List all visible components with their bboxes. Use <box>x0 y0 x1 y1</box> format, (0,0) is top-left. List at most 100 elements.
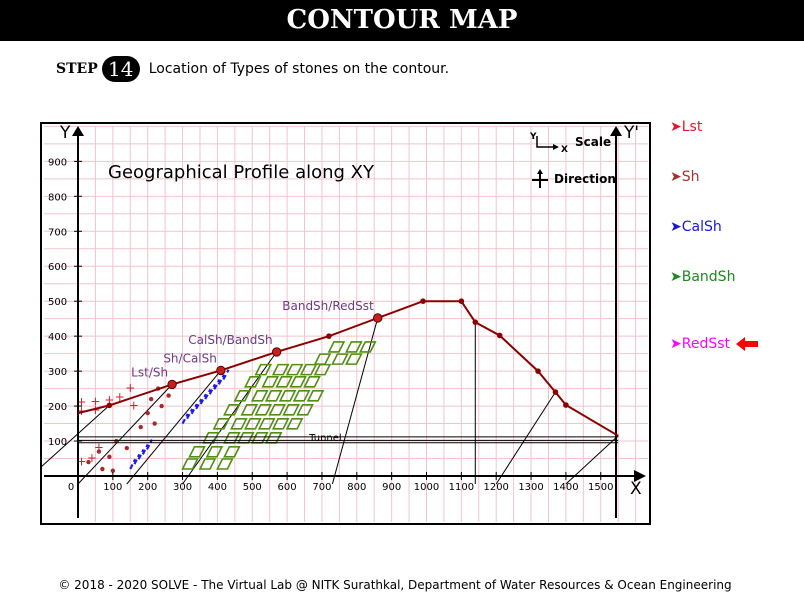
y-axis-label: Y <box>59 123 71 143</box>
legend-label: Lst <box>681 119 703 135</box>
diagram-title: Geographical Profile along XY <box>108 162 375 183</box>
calcareous-shale-symbol <box>222 369 230 381</box>
profile-point <box>563 402 569 408</box>
x-tick-label: 100 <box>103 482 122 493</box>
x-tick-label: 1300 <box>518 482 543 493</box>
profile-point <box>472 319 479 325</box>
banded-shale-symbol <box>289 376 307 388</box>
legend-item-calsh[interactable]: ➤CalSh <box>670 218 722 236</box>
contact-label: BandSh/RedSst <box>282 299 374 313</box>
calcareous-shale-symbol <box>137 448 145 460</box>
legend-item-lst[interactable]: ➤Lst <box>670 118 702 136</box>
limestone-symbol: + <box>76 455 86 469</box>
calcareous-shale-symbol <box>208 383 216 395</box>
contact-point <box>216 365 226 376</box>
profile-point <box>420 298 426 304</box>
banded-shale-symbol <box>243 376 262 388</box>
shale-symbol <box>138 424 143 430</box>
step-label: STEP <box>56 61 98 77</box>
calcareous-shale-symbol <box>213 378 221 390</box>
banded-shale-symbol <box>271 418 290 430</box>
x-tick-label: 800 <box>347 482 366 493</box>
banded-shale-symbol <box>345 353 363 365</box>
calcareous-shale-symbol <box>129 458 137 470</box>
banded-shale-symbol <box>327 341 346 353</box>
banded-shale-symbol <box>296 404 314 416</box>
bedding-line <box>77 384 173 485</box>
footer-copyright: © 2018 - 2020 SOLVE - The Virtual Lab @ … <box>58 578 732 592</box>
banded-shale-symbol <box>205 445 224 458</box>
limestone-symbol: + <box>76 404 86 418</box>
legend-arrow-icon: ➤ <box>670 219 682 235</box>
direction-icon-arrow <box>537 169 543 174</box>
banded-shale-symbol <box>216 458 234 470</box>
banded-shale-symbol <box>257 418 276 430</box>
x-tick-label: 400 <box>208 482 227 493</box>
x-tick-label: 300 <box>173 482 192 493</box>
legend-item-sh[interactable]: ➤Sh <box>670 168 700 186</box>
calcareous-shale-symbol <box>217 374 225 385</box>
calcareous-shale-symbol <box>181 413 189 425</box>
banded-shale-symbol <box>188 445 206 458</box>
x-tick-label: 1200 <box>483 482 508 493</box>
shale-symbol <box>145 410 150 416</box>
banded-shale-symbol <box>345 341 363 353</box>
bedding-line <box>126 370 222 485</box>
banded-shale-symbol <box>282 404 300 416</box>
contact-label: CalSh/BandSh <box>188 333 272 347</box>
x-tick-label: 200 <box>138 482 157 493</box>
scale-glyph-y: Y <box>529 132 537 142</box>
calcareous-shale-symbol <box>133 453 141 465</box>
scale-glyph-x: X <box>561 145 568 155</box>
banded-shale-symbol <box>223 445 241 458</box>
profile-point <box>458 298 465 304</box>
banded-shale-symbol <box>306 390 325 402</box>
banded-shale-symbol <box>331 353 349 365</box>
legend-item-redsst[interactable]: ➤RedSst <box>670 335 759 353</box>
banded-shale-symbol <box>243 418 262 430</box>
bedding-line <box>40 405 110 469</box>
calcareous-shale-symbol <box>186 408 194 420</box>
banded-shale-symbol <box>254 404 273 416</box>
step-number-badge: 14 <box>101 56 140 82</box>
banded-shale-symbol <box>285 363 304 376</box>
banded-shale-symbol <box>303 376 321 388</box>
bedding-line <box>495 391 556 485</box>
legend-arrow-icon: ➤ <box>670 169 682 185</box>
profile-layer <box>77 298 619 437</box>
shale-symbol <box>166 393 171 398</box>
y-tick-label: 400 <box>48 332 67 343</box>
profile-point <box>496 332 503 339</box>
x-tick-label: 1500 <box>588 482 613 493</box>
limestone-symbol: + <box>129 399 139 413</box>
x-tick-label: 700 <box>312 482 331 493</box>
banded-shale-symbol <box>268 404 286 416</box>
tunnel <box>78 436 619 444</box>
direction-icon <box>532 172 548 188</box>
shale-symbol <box>124 445 129 451</box>
profile-point <box>106 402 113 409</box>
x-axis-label: X <box>630 479 642 499</box>
shale-symbol <box>148 396 154 402</box>
step-description: Location of Types of stones on the conto… <box>148 61 450 77</box>
legend-item-bandsh[interactable]: ➤BandSh <box>670 268 735 286</box>
bedding-line <box>331 317 379 485</box>
shale-symbol <box>96 449 102 454</box>
y-axis-arrow <box>72 126 84 136</box>
banded-shale-symbol <box>198 458 217 470</box>
banded-shale-symbol <box>250 390 269 402</box>
legend-label: Sh <box>681 169 700 185</box>
x-tick-label: 0 <box>68 482 74 493</box>
x-tick-label: 500 <box>243 482 262 493</box>
profile-point <box>535 368 541 374</box>
rock-symbols: + + ++ ++ +++++ <box>76 341 377 473</box>
shale-symbol <box>107 454 112 459</box>
step-instruction: STEP 14 Location of Types of stones on t… <box>56 55 449 83</box>
scale-label: Scale <box>575 135 611 149</box>
legend-arrow-icon: ➤ <box>670 119 682 135</box>
limestone-symbol: + <box>115 390 125 404</box>
y-tick-label: 800 <box>48 192 67 203</box>
y-tick-label: 900 <box>48 157 67 168</box>
contact-point <box>271 347 282 357</box>
contact-point <box>373 313 383 323</box>
